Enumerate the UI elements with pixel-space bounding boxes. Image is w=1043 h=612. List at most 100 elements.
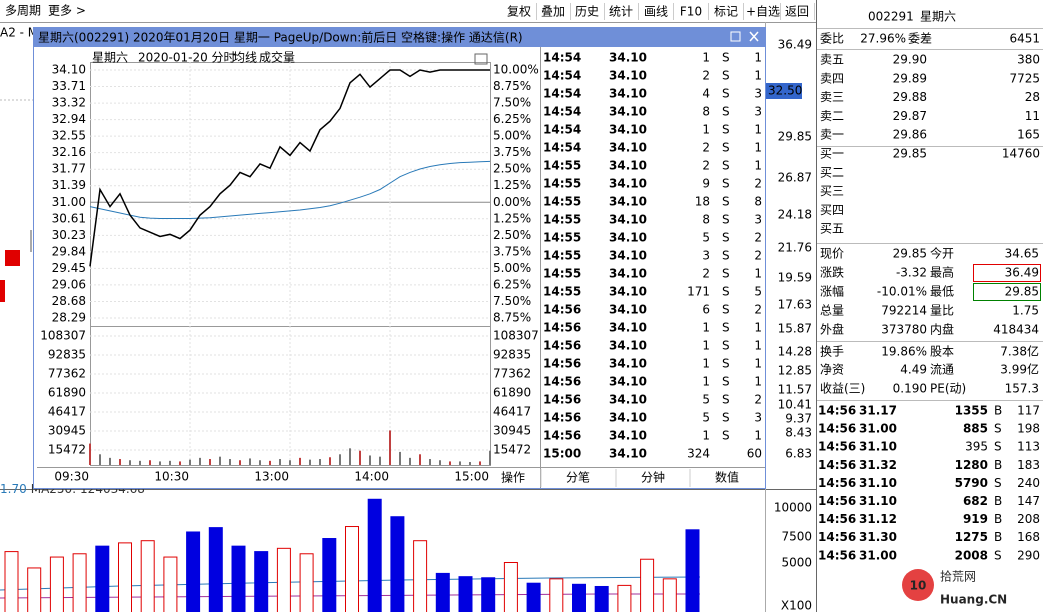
pct-label: 2.50%: [493, 162, 531, 176]
price-label: 32.94: [52, 112, 86, 126]
tick-time: 14:56: [818, 512, 856, 526]
trade-volume: 5: [702, 231, 710, 245]
toolbar-button[interactable]: 统计: [609, 5, 633, 19]
trade-price: 34.10: [609, 285, 647, 299]
tick-time: 14:56: [818, 476, 856, 490]
tick-price: 31.10: [859, 440, 897, 454]
trade-count: 3: [754, 105, 762, 119]
toolbar-button[interactable]: 历史: [575, 5, 599, 19]
trade-count: 8: [754, 195, 762, 209]
chart-option-button[interactable]: [474, 53, 488, 65]
tick-side: S: [994, 476, 1002, 490]
price-label: 33.71: [52, 79, 86, 93]
toolbar-button[interactable]: 画线: [644, 5, 668, 19]
price-axis-label: 12.85: [778, 364, 812, 378]
volume-bar: [390, 516, 405, 612]
volume-bar: [49, 556, 64, 612]
stat-label: 涨幅: [820, 284, 844, 299]
stock-code: 002291: [868, 10, 914, 24]
trade-side: S: [722, 267, 730, 281]
toolbar-button[interactable]: 返回: [785, 5, 809, 19]
tick-price: 31.30: [859, 530, 897, 544]
trade-side: S: [722, 123, 730, 137]
tick-time: 14:56: [818, 530, 856, 544]
tab[interactable]: 数值: [715, 470, 739, 485]
trade-count: 2: [754, 393, 762, 407]
chart-legend: 星期六: [92, 51, 128, 65]
volume-bar: [481, 577, 496, 612]
chart-legend: 均线: [233, 51, 257, 65]
book-label: 买五: [820, 222, 844, 236]
tick-volume: 2008: [955, 548, 988, 562]
tick-side: S: [994, 422, 1002, 436]
trade-side: S: [722, 231, 730, 245]
tick-price: 31.17: [859, 404, 897, 418]
book-volume: 14760: [1002, 147, 1040, 161]
price-label: 28.29: [52, 311, 86, 325]
trade-count: 3: [754, 213, 762, 227]
close-button[interactable]: [749, 31, 759, 42]
tick-price: 31.00: [859, 548, 897, 562]
toolbar-item[interactable]: 更多 >: [48, 4, 86, 18]
trade-time: 14:54: [543, 51, 581, 65]
tab[interactable]: 分笔: [566, 470, 590, 485]
toolbar-item[interactable]: 多周期: [5, 4, 41, 18]
volume-bar: [276, 547, 291, 612]
trade-price: 34.10: [609, 375, 647, 389]
tab[interactable]: 操作: [501, 470, 525, 485]
pct-label: 1.25%: [493, 211, 531, 225]
tick-volume: 5790: [955, 476, 988, 490]
tick-time: 14:56: [818, 458, 856, 472]
book-volume: 7725: [1009, 71, 1040, 85]
trade-side: S: [722, 195, 730, 209]
trade-count: 2: [754, 249, 762, 263]
stat-value: 3.99亿: [1000, 362, 1039, 377]
pct-label: 6.25%: [493, 277, 531, 291]
book-price: 29.86: [893, 128, 927, 142]
trade-time: 14:55: [543, 267, 581, 281]
book-label: 买三: [820, 184, 844, 198]
stat-value: -3.32: [896, 266, 927, 280]
trade-side: S: [722, 393, 730, 407]
tick-side: B: [994, 512, 1002, 526]
popup-titlebar: [34, 28, 765, 47]
price-axis-label: 17.63: [778, 298, 812, 312]
tick-price: 31.32: [859, 458, 897, 472]
trade-side: S: [722, 339, 730, 353]
tick-time: 14:56: [818, 548, 856, 562]
volume-label: 30945: [493, 424, 531, 438]
trade-price: 34.10: [609, 339, 647, 353]
trade-price: 34.10: [609, 411, 647, 425]
stat-label: 今开: [930, 246, 954, 261]
book-price: 29.90: [893, 53, 927, 67]
trade-count: 1: [754, 141, 762, 155]
tab[interactable]: 分钟: [641, 470, 665, 485]
tick-count: 208: [1017, 512, 1040, 526]
stat-value: 373780: [881, 323, 927, 337]
price-axis-label: 32.50: [768, 84, 802, 98]
pct-label: 0.00%: [493, 195, 531, 209]
tick-side: B: [994, 404, 1002, 418]
tick-time: 14:56: [818, 404, 856, 418]
volume-axis-label: 10000: [774, 501, 812, 515]
trade-time: 14:54: [543, 141, 581, 155]
tick-volume: 885: [963, 422, 988, 436]
book-volume: 165: [1017, 128, 1040, 142]
tick-side: S: [994, 440, 1002, 454]
trade-count: 3: [754, 87, 762, 101]
stat-label: 内盘: [930, 322, 954, 337]
toolbar-button[interactable]: 复权: [507, 5, 531, 19]
stat-label: 最低: [930, 285, 954, 299]
watermark-name: 拾荒网: [940, 569, 976, 584]
maximize-button[interactable]: [730, 31, 741, 42]
toolbar-button[interactable]: 标记: [714, 5, 738, 19]
toolbar-button[interactable]: 叠加: [541, 5, 565, 19]
trade-time: 14:56: [543, 375, 581, 389]
tick-count: 183: [1017, 458, 1040, 472]
tick-count: 117: [1017, 404, 1040, 418]
toolbar-button[interactable]: +自选: [746, 5, 780, 19]
toolbar-button[interactable]: F10: [680, 5, 702, 19]
watermark-logo-text: 10: [910, 579, 927, 593]
volume-bar: [662, 578, 677, 612]
chart-legend: 成交量: [259, 50, 295, 65]
